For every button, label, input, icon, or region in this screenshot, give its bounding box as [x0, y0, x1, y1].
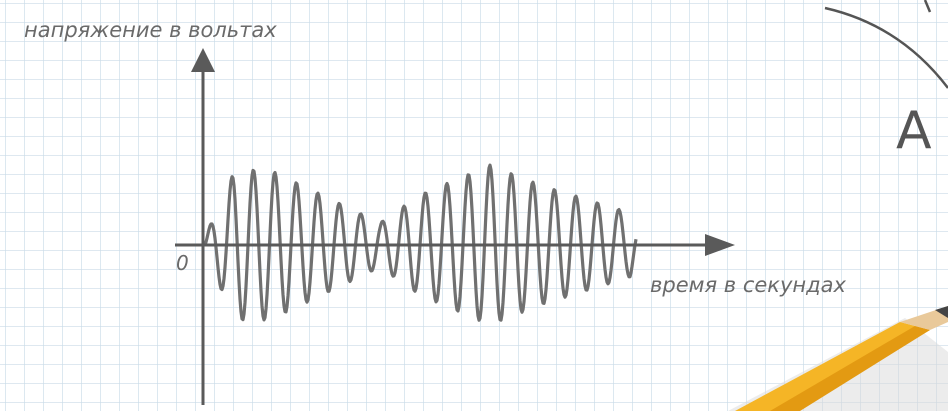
page: A напряжение в вольтах время в секундах …	[0, 0, 948, 411]
corner-letter: A	[896, 101, 932, 161]
grid-background	[0, 0, 948, 411]
x-axis-label: время в секундах	[650, 273, 847, 297]
origin-label: 0	[176, 251, 189, 275]
y-axis-label: напряжение в вольтах	[24, 18, 277, 42]
graph-paper-illustration: A напряжение в вольтах время в секундах …	[0, 0, 948, 411]
